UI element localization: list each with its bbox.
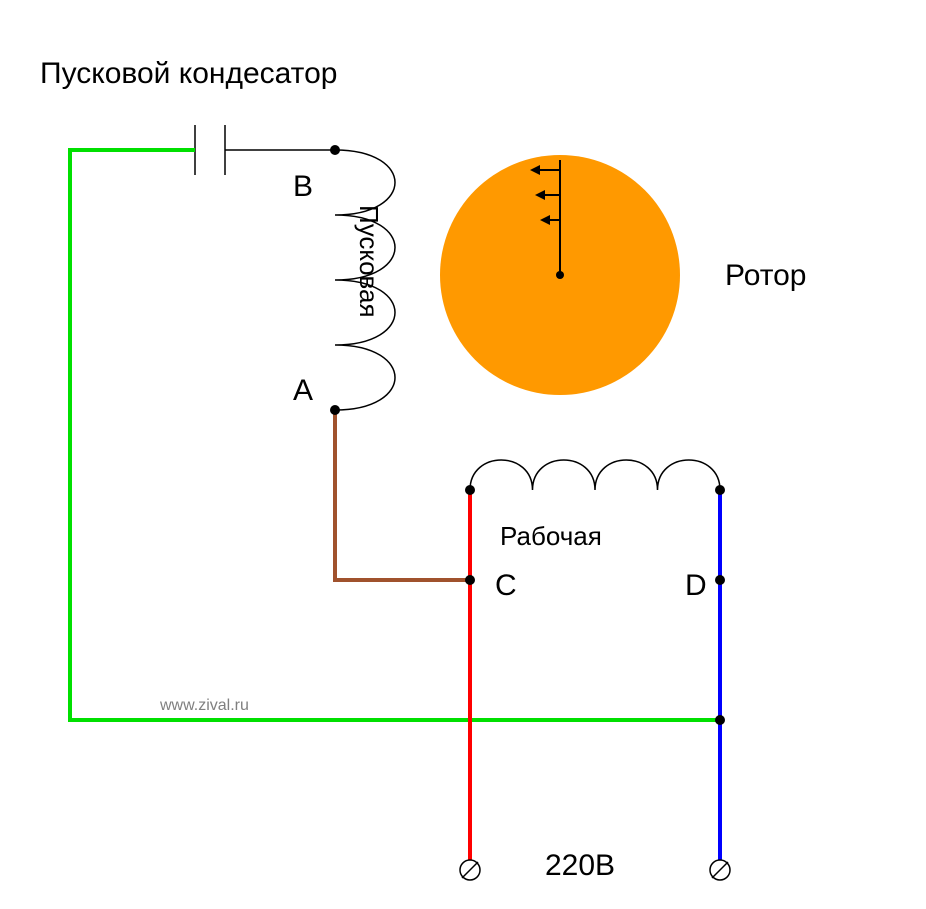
label-node-A: A [293,374,313,407]
label-node-C: C [495,569,517,602]
rotor [440,155,680,395]
node-D [715,575,725,585]
terminal-C [460,860,480,880]
node-C-top [465,485,475,495]
terminal-D [710,860,730,880]
label-voltage: 220В [545,849,615,882]
label-run-winding: Рабочая [500,521,602,551]
node-B [330,145,340,155]
node-D-top [715,485,725,495]
node-A [330,405,340,415]
label-rotor: Ротор [725,259,807,292]
label-title: Пусковой кондесатор [40,57,337,90]
label-watermark: www.zival.ru [159,697,249,714]
label-node-B: B [293,170,313,203]
node-green-D [715,715,725,725]
label-node-D: D [685,569,707,602]
label-start-winding: Пусковая [354,205,384,318]
node-C [465,575,475,585]
background [0,0,926,909]
